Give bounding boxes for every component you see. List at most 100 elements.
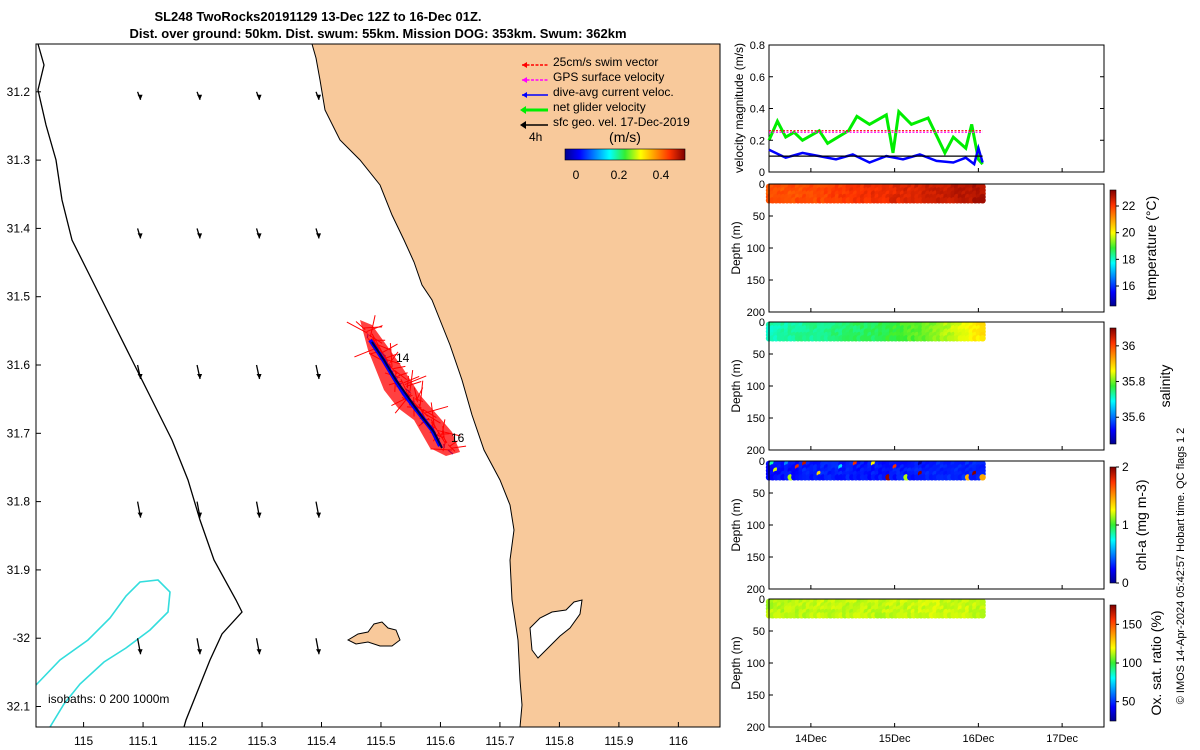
colorbar-tick-label: 150 [1122, 617, 1142, 631]
section-colorbar [1109, 327, 1117, 445]
colorbar-tick-label: 100 [1122, 656, 1142, 670]
section-background [769, 461, 1104, 589]
velocity-ytick-label: 0.4 [750, 104, 765, 116]
depth-tick-label: 100 [747, 658, 765, 670]
map-xtick-label: 115.2 [188, 734, 217, 748]
map-xtick-label: 115.1 [128, 734, 157, 748]
section-sample [979, 612, 986, 619]
legend-geo: sfc geo. vel. 17-Dec-2019 [553, 115, 690, 129]
geo-arrow-head [137, 233, 143, 239]
geo-arrow-head [197, 94, 203, 100]
depth-tick-label: 100 [747, 381, 765, 393]
colorbar-tick-label: 16 [1122, 279, 1136, 293]
geo-arrow-head [256, 374, 262, 380]
legend-gps-arrowhead [522, 77, 527, 83]
velocity-ytick-label: 0 [759, 167, 765, 179]
colorbar-tick-label: 36 [1122, 339, 1136, 353]
geo-arrow-head [316, 649, 322, 655]
geo-arrow-head [197, 512, 203, 518]
map-xtick-label: 115.8 [545, 734, 574, 748]
map-xtick-label: 116 [669, 734, 688, 748]
depth-tick-label: 150 [747, 690, 765, 702]
map-ytick-label: 31.8 [7, 495, 31, 509]
geo-arrow-head [256, 233, 262, 239]
velocity-frame [768, 44, 1105, 173]
map-ytick-label: 31.5 [7, 290, 31, 304]
section-colorbar [1109, 466, 1117, 584]
temperature-depth-label: Depth (m) [729, 221, 743, 274]
geo-arrow-head [256, 94, 262, 100]
depth-tick-label: 0 [759, 179, 765, 191]
day-label-16: 16 [451, 431, 465, 445]
land-area [311, 44, 720, 727]
velocity-series-dive-avg-current-veloc- [768, 143, 984, 167]
chla-colorbar-label: chl-a (mg m-3) [1133, 479, 1149, 570]
map-xtick-label: 115.5 [366, 734, 395, 748]
velocity-ticks: 0 0.2 0.4 0.6 0.8 [750, 40, 1104, 179]
colorbar-tick-2: 0.4 [653, 168, 670, 182]
map-xtick-label: 115 [74, 734, 93, 748]
colorbar-tick-label: 22 [1122, 199, 1136, 213]
geo-arrow-head [197, 374, 203, 380]
geo-arrow-head [197, 233, 203, 239]
depth-tick-label: 200 [747, 722, 765, 734]
map-ytick-label: 31.7 [7, 426, 31, 440]
geo-arrow-head [316, 374, 322, 380]
legend-geo-arrowhead [520, 121, 526, 129]
credit-text: © IMOS 14-Apr-2024 05:42:57 Hobart time.… [1175, 428, 1187, 705]
oxygen-depth-label: Depth (m) [729, 636, 743, 689]
depth-tick-label: 50 [753, 349, 765, 361]
depth-tick-label: 0 [759, 594, 765, 606]
depth-tick-label: 100 [747, 243, 765, 255]
map-ytick-label: 31.2 [7, 85, 31, 99]
geo-arrow-head [316, 512, 322, 518]
depth-tick-label: 200 [747, 307, 765, 319]
track-net-core [371, 341, 443, 449]
map-ytick-label: 31.9 [7, 563, 31, 577]
colorbar-tick-label: 20 [1122, 226, 1136, 240]
depth-tick-label: 0 [759, 317, 765, 329]
map-panel: 14 16 25cm/s swim vector GPS surface vel… [7, 43, 721, 748]
temperature-panel: Depth (m) temperature (°C) 0 50 100 150 200 1… [729, 179, 1159, 319]
time-tick-label: 16Dec [962, 733, 994, 745]
legend-time-label: 4h [529, 130, 542, 144]
depth-tick-label: 200 [747, 445, 765, 457]
colorbar-tick-label: 50 [1122, 695, 1136, 709]
colorbar-tick-1: 0.2 [611, 168, 628, 182]
legend-current: dive-avg current veloc. [553, 85, 674, 99]
geo-arrow-head [316, 94, 322, 100]
speed-colorbar [564, 148, 686, 161]
map-xtick-label: 115.3 [247, 734, 276, 748]
section-colorbar [1109, 604, 1117, 722]
oxygen-panel: Depth (m) Ox. sat. ratio (%) 0 50 100 150 20… [729, 594, 1164, 734]
geo-arrow-head [316, 233, 322, 239]
map-xtick-label: 115.4 [307, 734, 336, 748]
map-ytick-label: 31.4 [7, 221, 31, 235]
map-frame [35, 43, 721, 728]
colorbar-label: (m/s) [609, 129, 641, 145]
section-sample [979, 335, 986, 342]
time-axis: 14Dec 15Dec 16Dec 17Dec [795, 168, 1079, 745]
isobaths-label: isobaths: 0 200 1000m [48, 692, 169, 706]
time-tick-label: 15Dec [879, 733, 911, 745]
title-line-1: SL248 TwoRocks20191129 13-Dec 12Z to 16-… [154, 9, 481, 24]
geo-arrow-head [137, 94, 143, 100]
salinity-colorbar-label: salinity [1157, 365, 1173, 408]
legend-net-arrowhead [520, 106, 526, 114]
colorbar-tick-label: 1 [1122, 518, 1129, 532]
estuary [529, 599, 583, 659]
geo-arrow-head [137, 512, 143, 518]
depth-tick-label: 150 [747, 275, 765, 287]
section-colorbar [1109, 189, 1117, 307]
geo-arrow-head [197, 649, 203, 655]
map-ytick-label: 32.1 [7, 700, 31, 714]
map-xtick-label: 115.7 [485, 734, 514, 748]
legend-swim-arrowhead [522, 62, 527, 68]
time-tick-label: 14Dec [795, 733, 827, 745]
velocity-ytick-label: 0.8 [750, 40, 765, 52]
map-xtick-label: 115.9 [604, 734, 633, 748]
geo-arrow-head [256, 649, 262, 655]
title-line-2: Dist. over ground: 50km. Dist. swum: 55k… [129, 26, 626, 41]
colorbar-tick-label: 0 [1122, 576, 1129, 590]
